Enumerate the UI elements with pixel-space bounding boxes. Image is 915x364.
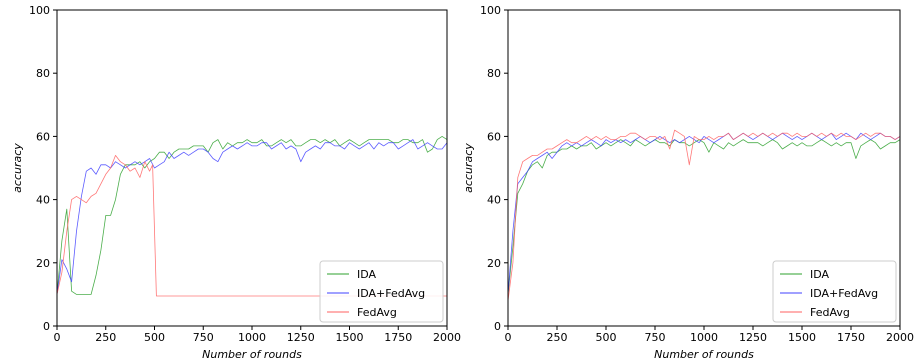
y-axis-label: accuracy bbox=[462, 143, 475, 193]
y-tick-label: 100 bbox=[29, 4, 50, 17]
y-tick-label: 40 bbox=[487, 194, 501, 207]
y-tick-label: 0 bbox=[43, 320, 50, 333]
x-tick-label: 1250 bbox=[739, 331, 767, 344]
x-tick-label: 2000 bbox=[886, 331, 914, 344]
x-tick-label: 1000 bbox=[690, 331, 718, 344]
x-tick-label: 0 bbox=[54, 331, 61, 344]
x-tick-label: 2000 bbox=[433, 331, 461, 344]
x-tick-label: 0 bbox=[505, 331, 512, 344]
x-tick-label: 1750 bbox=[384, 331, 412, 344]
legend-entry-label: FedAvg bbox=[357, 306, 397, 319]
x-tick-label: 1500 bbox=[336, 331, 364, 344]
series-line-fedavg bbox=[507, 129, 901, 301]
y-tick-label: 60 bbox=[36, 130, 50, 143]
y-tick-label: 20 bbox=[36, 257, 50, 270]
x-tick-label: 500 bbox=[144, 331, 165, 344]
legend-entry-label: IDA bbox=[810, 268, 830, 281]
legend-entry-label: IDA+FedAvg bbox=[357, 287, 425, 300]
x-tick-label: 250 bbox=[95, 331, 116, 344]
series-line-fedavg bbox=[56, 154, 447, 297]
y-tick-label: 40 bbox=[36, 194, 50, 207]
legend: IDA IDA+FedAvg FedAvg bbox=[319, 260, 444, 323]
y-tick-label: 20 bbox=[487, 257, 501, 270]
x-tick-label: 1000 bbox=[238, 331, 266, 344]
x-tick-label: 1750 bbox=[837, 331, 865, 344]
x-tick-label: 500 bbox=[596, 331, 617, 344]
legend-entry-label: IDA bbox=[357, 268, 377, 281]
legend-box bbox=[772, 260, 897, 323]
x-tick-label: 1250 bbox=[287, 331, 315, 344]
x-axis-label: Number of rounds bbox=[654, 348, 754, 361]
y-tick-label: 60 bbox=[487, 130, 501, 143]
legend-box bbox=[319, 260, 444, 323]
y-axis-label: accuracy bbox=[11, 143, 24, 193]
series-line-ida-fedavg bbox=[56, 139, 448, 295]
legend-entry-label: FedAvg bbox=[810, 306, 850, 319]
x-tick-label: 750 bbox=[645, 331, 666, 344]
series-line-ida bbox=[507, 139, 901, 295]
y-tick-label: 80 bbox=[36, 67, 50, 80]
y-tick-label: 100 bbox=[480, 4, 501, 17]
y-tick-label: 0 bbox=[494, 320, 501, 333]
left-chart-panel: 0 250 500 750 1000 1250 1500 1750 2000 0 20 40 60 80 1… bbox=[11, 4, 461, 361]
legend-entry-label: IDA+FedAvg bbox=[810, 287, 878, 300]
legend: IDA IDA+FedAvg FedAvg bbox=[772, 260, 897, 323]
x-axis-label: Number of rounds bbox=[202, 348, 302, 361]
right-chart-panel: 0 250 500 750 1000 1250 1500 1750 2000 0 20 40 60 80 1… bbox=[462, 4, 914, 361]
x-tick-label: 1500 bbox=[788, 331, 816, 344]
x-tick-label: 750 bbox=[193, 331, 214, 344]
y-tick-label: 80 bbox=[487, 67, 501, 80]
series-line-ida-fedavg bbox=[507, 132, 901, 295]
series-line-ida bbox=[56, 135, 448, 295]
x-tick-label: 250 bbox=[547, 331, 568, 344]
